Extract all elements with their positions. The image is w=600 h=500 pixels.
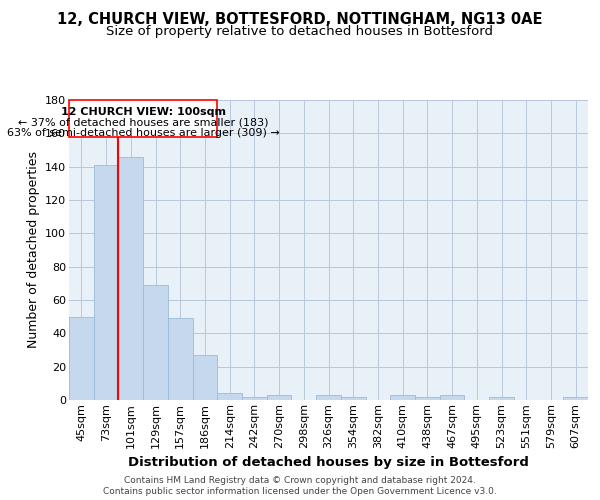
Bar	[168, 318, 193, 400]
Bar	[217, 394, 242, 400]
Bar	[94, 165, 118, 400]
Bar	[193, 355, 217, 400]
Text: 12 CHURCH VIEW: 100sqm: 12 CHURCH VIEW: 100sqm	[61, 106, 226, 117]
FancyBboxPatch shape	[69, 100, 217, 136]
Text: Size of property relative to detached houses in Bottesford: Size of property relative to detached ho…	[107, 25, 493, 38]
Bar	[390, 395, 415, 400]
Bar	[415, 396, 440, 400]
Text: Contains HM Land Registry data © Crown copyright and database right 2024.: Contains HM Land Registry data © Crown c…	[124, 476, 476, 485]
Bar	[69, 316, 94, 400]
Text: Contains public sector information licensed under the Open Government Licence v3: Contains public sector information licen…	[103, 488, 497, 496]
Bar	[316, 395, 341, 400]
Y-axis label: Number of detached properties: Number of detached properties	[26, 152, 40, 348]
Bar	[143, 285, 168, 400]
Text: ← 37% of detached houses are smaller (183): ← 37% of detached houses are smaller (18…	[18, 117, 268, 127]
Bar	[489, 396, 514, 400]
Bar	[118, 156, 143, 400]
Bar	[242, 396, 267, 400]
Text: 63% of semi-detached houses are larger (309) →: 63% of semi-detached houses are larger (…	[7, 128, 280, 138]
X-axis label: Distribution of detached houses by size in Bottesford: Distribution of detached houses by size …	[128, 456, 529, 469]
Bar	[267, 395, 292, 400]
Text: 12, CHURCH VIEW, BOTTESFORD, NOTTINGHAM, NG13 0AE: 12, CHURCH VIEW, BOTTESFORD, NOTTINGHAM,…	[57, 12, 543, 28]
Bar	[341, 396, 365, 400]
Bar	[563, 396, 588, 400]
Bar	[440, 395, 464, 400]
